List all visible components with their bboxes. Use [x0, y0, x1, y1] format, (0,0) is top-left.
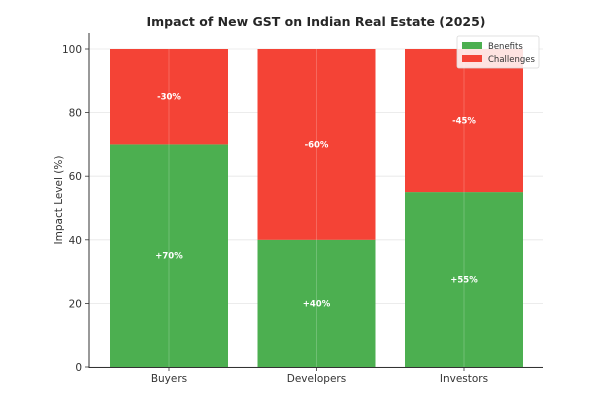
bar-challenges-buyers — [110, 49, 228, 145]
y-tick-label: 20 — [69, 298, 82, 310]
x-tick-label: Developers — [287, 373, 346, 385]
legend-swatch-benefits — [462, 42, 482, 49]
data-label: +40% — [303, 299, 331, 309]
y-tick-label: 60 — [69, 171, 82, 183]
x-tick-label: Buyers — [151, 373, 187, 385]
legend-label-challenges: Challenges — [488, 55, 535, 65]
data-label: +70% — [155, 252, 183, 262]
bar-benefits-developers — [257, 239, 376, 367]
legend-label-benefits: Benefits — [488, 42, 523, 52]
y-tick-label: 80 — [69, 108, 82, 120]
y-tick-label: 0 — [75, 362, 82, 374]
data-label: -60% — [305, 140, 329, 150]
y-tick-label: 100 — [62, 44, 82, 56]
legend-swatch-challenges — [462, 55, 482, 62]
x-tick-label: Investors — [440, 373, 488, 385]
data-label: +55% — [450, 276, 478, 286]
data-label: -45% — [452, 117, 476, 127]
chart-title: Impact of New GST on Indian Real Estate … — [146, 14, 485, 29]
data-label: -30% — [157, 93, 181, 103]
bar-challenges-investors — [405, 49, 523, 193]
bar-challenges-developers — [257, 49, 376, 240]
vertical-grid-lines — [168, 33, 465, 367]
data-labels: +70% -30% +40% -60% +55% -45% — [155, 93, 478, 310]
legend: Benefits Challenges — [456, 35, 540, 69]
bar-benefits-buyers — [110, 144, 228, 367]
y-ticks: 0 20 40 60 80 100 — [62, 44, 89, 374]
x-ticks: Buyers Developers Investors — [151, 367, 488, 385]
bar-benefits-investors — [405, 192, 523, 367]
y-axis-label: Impact Level (%) — [53, 156, 65, 245]
bars — [110, 49, 523, 367]
y-tick-label: 40 — [69, 235, 82, 247]
